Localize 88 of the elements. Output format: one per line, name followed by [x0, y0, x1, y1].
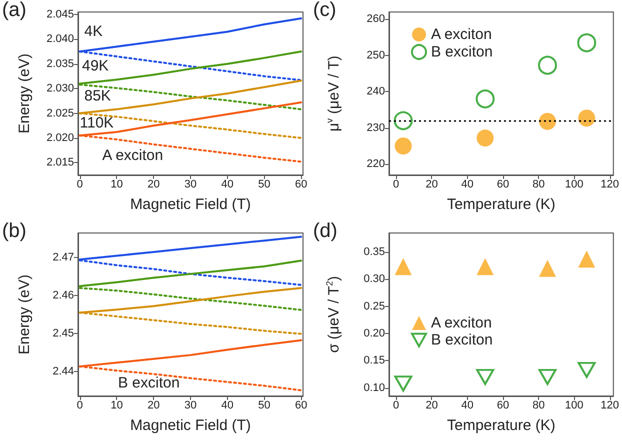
x-tick-label: 120 — [600, 178, 620, 190]
annotation: A exciton — [102, 146, 164, 164]
x-tick-label: 40 — [461, 400, 474, 412]
x-tick-label: 100 — [565, 400, 584, 412]
point — [476, 130, 494, 147]
legend-label: B exciton — [431, 44, 493, 60]
y-tick-label: 220 — [366, 158, 385, 170]
legend-label: B exciton — [431, 332, 493, 348]
y-tick-label: 0.20 — [364, 328, 385, 340]
y-tick-label: 2.46 — [52, 290, 74, 302]
x-tick-label: 50 — [258, 178, 270, 190]
point — [394, 138, 412, 155]
text: (d) — [313, 220, 338, 242]
x-tick-label: 20 — [426, 400, 438, 412]
point — [578, 362, 596, 378]
x-tick-label: 20 — [426, 178, 438, 190]
legend-label: A exciton — [431, 26, 492, 43]
x-tick-label: 30 — [184, 400, 197, 412]
point — [394, 258, 412, 276]
x-tick-label: 40 — [461, 178, 474, 190]
x-tick-label: 60 — [295, 178, 308, 190]
x-tick-label: 0 — [393, 400, 400, 412]
y-axis-title: μv (μeV / T) — [324, 56, 342, 132]
point — [578, 110, 596, 127]
y-tick-label: 0.25 — [364, 300, 385, 312]
y-tick-label: 260 — [366, 13, 385, 26]
y-tick-label: 250 — [366, 49, 385, 62]
x-tick-label: 100 — [565, 178, 584, 190]
y-axis-title: Energy (eV) — [16, 274, 33, 355]
point — [394, 111, 413, 130]
point — [476, 258, 494, 276]
y-tick-label: 0.35 — [364, 246, 385, 258]
point — [394, 376, 412, 392]
x-tick-label: 40 — [221, 400, 234, 412]
y-tick-label: 2.030 — [46, 82, 74, 95]
x-tick-label: 10 — [110, 178, 123, 190]
y-tick-label: 2.47 — [52, 252, 74, 264]
y-tick-label: 2.015 — [46, 156, 74, 169]
x-tick-label: 80 — [532, 400, 545, 412]
x-axis-title: Temperature (K) — [447, 417, 556, 434]
y-tick-label: 0.30 — [364, 273, 385, 286]
x-axis-title: Temperature (K) — [447, 196, 556, 213]
legend-label: A exciton — [431, 314, 492, 332]
point — [538, 368, 556, 385]
point — [578, 250, 596, 268]
point — [538, 260, 556, 277]
x-tick-label: 80 — [532, 178, 545, 190]
y-tick-label: 0.15 — [364, 354, 385, 367]
point — [577, 33, 596, 52]
x-tick-label: 10 — [110, 400, 123, 412]
x-axis-title: Magnetic Field (T) — [130, 196, 251, 213]
point — [476, 89, 495, 108]
text: (c) — [313, 0, 336, 21]
y-tick-label: 2.040 — [46, 33, 74, 46]
x-tick-label: 20 — [147, 178, 160, 190]
y-axis-title: Energy (eV) — [16, 53, 33, 134]
y-tick-label: 240 — [366, 86, 385, 98]
x-tick-label: 60 — [295, 400, 308, 412]
x-tick-label: 60 — [496, 400, 510, 412]
x-tick-label: 30 — [184, 178, 197, 190]
y-axis-title: σ (μeV / T2) — [324, 276, 342, 353]
x-tick-label: 0 — [76, 400, 83, 412]
x-tick-label: 50 — [258, 400, 270, 412]
x-tick-label: 120 — [600, 400, 620, 412]
y-tick-label: 2.44 — [52, 365, 74, 378]
y-tick-label: 2.045 — [46, 8, 74, 20]
x-tick-label: 40 — [221, 178, 234, 190]
annotation: 4K — [84, 23, 103, 40]
text: (a) — [2, 0, 26, 21]
y-tick-label: 0.10 — [364, 382, 385, 394]
x-axis-title: Magnetic Field (T) — [130, 417, 251, 434]
x-tick-label: 0 — [76, 178, 83, 190]
annotation: B exciton — [118, 374, 180, 392]
y-tick-label: 2.035 — [46, 58, 74, 70]
y-tick-label: 230 — [366, 122, 385, 134]
y-tick-label: 2.45 — [52, 327, 74, 340]
point — [538, 56, 557, 75]
y-tick-label: 2.025 — [46, 107, 74, 120]
point — [539, 112, 556, 130]
point — [476, 368, 494, 385]
x-tick-label: 0 — [393, 178, 400, 190]
y-tick-label: 2.020 — [46, 132, 74, 144]
annotation: 49K — [82, 57, 109, 74]
text: (b) — [2, 220, 26, 242]
annotation: 110K — [80, 114, 114, 132]
x-tick-label: 60 — [496, 178, 510, 190]
annotation: 85K — [84, 87, 111, 104]
x-tick-label: 20 — [147, 400, 160, 412]
